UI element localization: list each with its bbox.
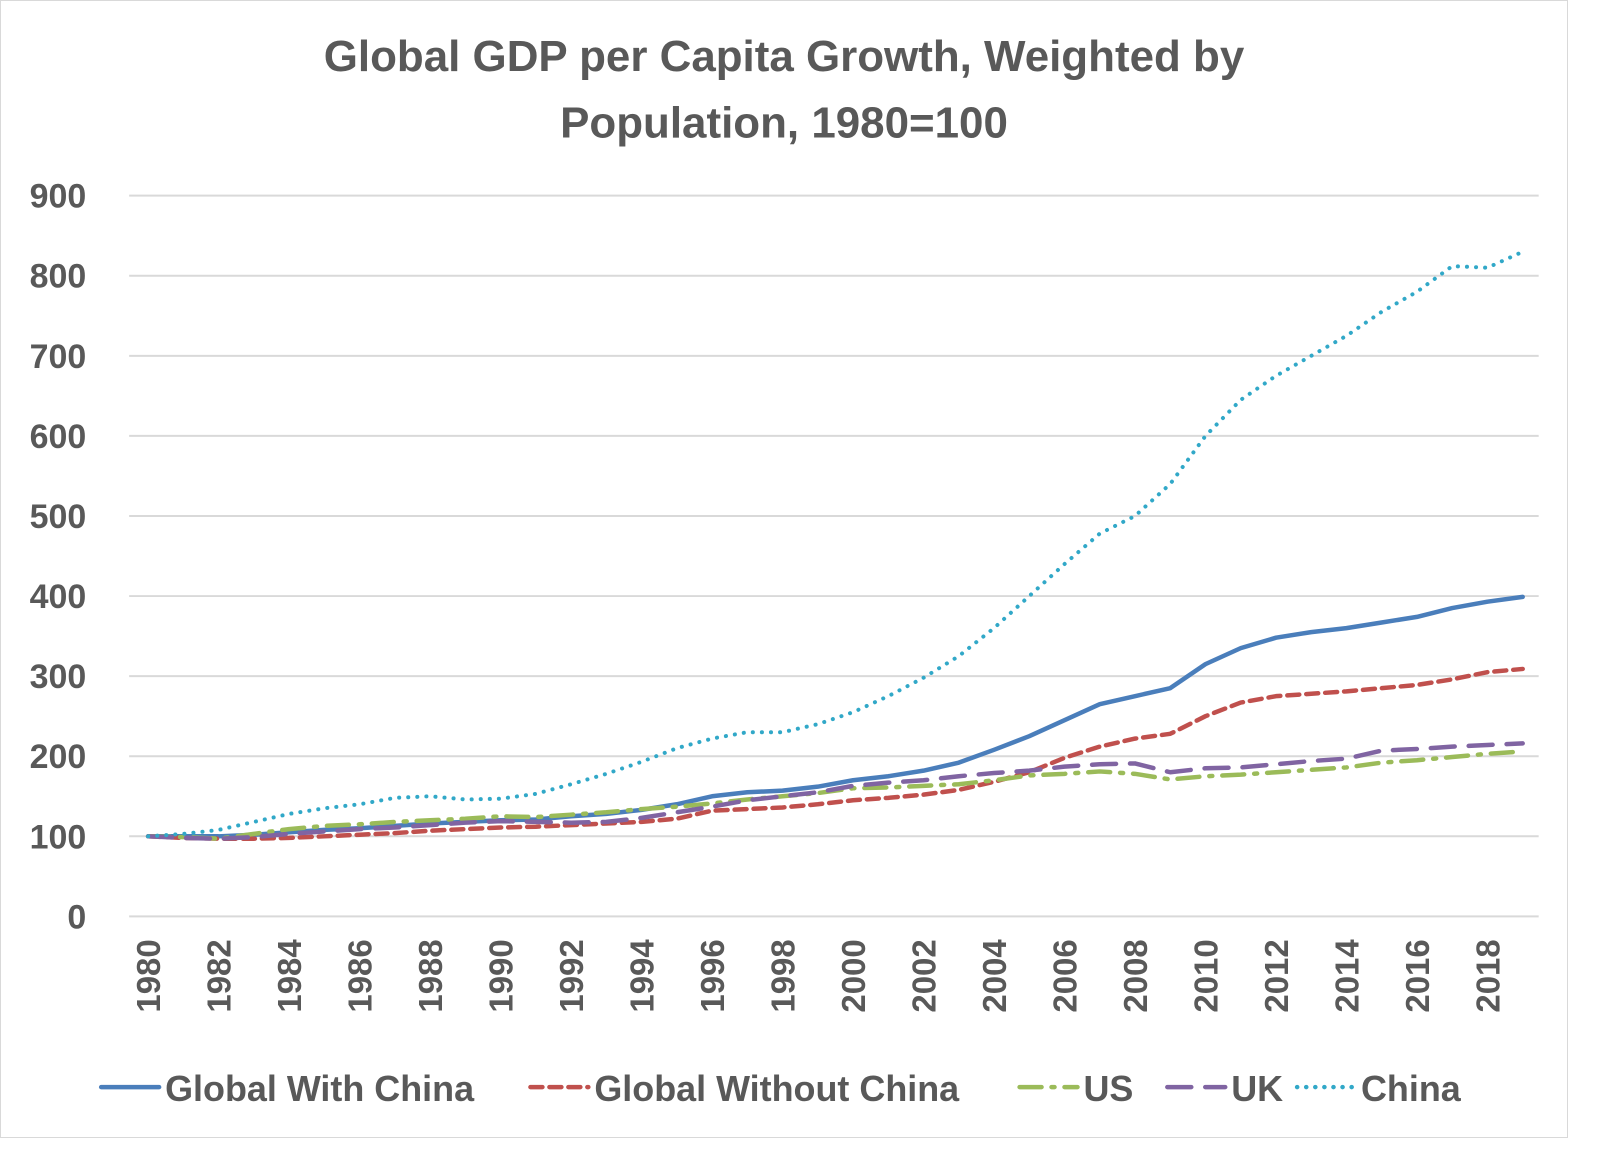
y-tick-label: 800	[30, 258, 87, 296]
x-tick-label: 2018	[1469, 939, 1506, 1012]
x-tick-label: 2006	[1046, 939, 1083, 1012]
y-tick-label: 600	[30, 418, 87, 456]
y-tick-label: 100	[30, 818, 87, 856]
legend-label: Global Without China	[594, 1068, 960, 1109]
x-tick-label: 2012	[1258, 939, 1295, 1012]
legend-label: UK	[1231, 1068, 1283, 1109]
series-line-global-without-china	[145, 666, 1525, 841]
y-tick-label: 700	[30, 338, 87, 376]
x-tick-label: 2014	[1328, 939, 1365, 1013]
x-tick-label: 1982	[201, 939, 238, 1012]
x-tick-label: 2016	[1399, 939, 1436, 1012]
y-tick-label: 200	[30, 738, 87, 776]
x-tick-label: 1994	[624, 939, 661, 1013]
series-line-us	[145, 749, 1525, 841]
x-tick-label: 2010	[1187, 939, 1224, 1012]
y-tick-label: 300	[30, 658, 87, 696]
x-tick-label: 1996	[694, 939, 731, 1012]
legend-label: Global With China	[165, 1068, 475, 1109]
chart-title-line-2: Population, 1980=100	[560, 99, 1008, 148]
series-line-uk	[145, 741, 1525, 841]
x-tick-label: 1992	[553, 939, 590, 1012]
x-tick-label: 2004	[976, 939, 1013, 1013]
x-tick-label: 1984	[271, 939, 308, 1013]
y-tick-label: 0	[67, 898, 86, 936]
x-tick-label: 1998	[765, 939, 802, 1012]
y-tick-label: 500	[30, 498, 87, 536]
legend-label: China	[1361, 1068, 1462, 1109]
x-tick-label: 1988	[412, 939, 449, 1012]
x-tick-label: 2008	[1117, 939, 1154, 1012]
x-tick-label: 2002	[906, 939, 943, 1012]
legend-label: US	[1083, 1068, 1133, 1109]
y-tick-label: 400	[30, 578, 87, 616]
x-tick-label: 1990	[483, 939, 520, 1012]
series-line-china	[146, 249, 1525, 839]
x-tick-label: 2000	[835, 939, 872, 1012]
x-tick-label: 1986	[342, 939, 379, 1012]
y-tick-label: 900	[30, 178, 87, 216]
chart-title-line-1: Global GDP per Capita Growth, Weighted b…	[324, 32, 1245, 81]
gdp-line-chart: Global GDP per Capita Growth, Weighted b…	[0, 0, 1568, 1138]
x-tick-label: 1980	[130, 939, 167, 1012]
